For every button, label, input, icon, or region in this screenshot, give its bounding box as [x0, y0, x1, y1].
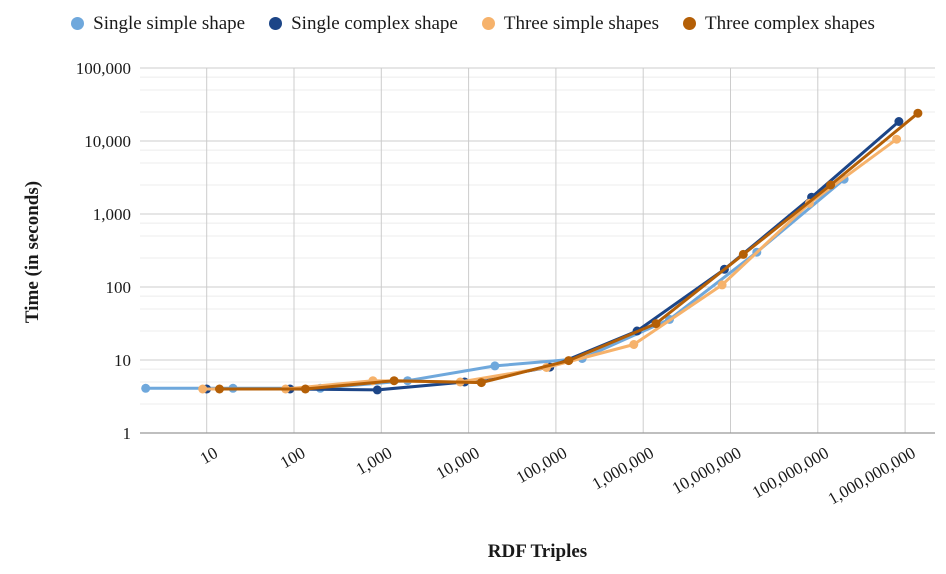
y-tick-label: 10,000	[84, 131, 131, 151]
legend-item-single-simple-shape: Single simple shape	[71, 14, 245, 33]
series-line-single-simple-shape	[144, 177, 846, 390]
chart-legend: Single simple shape Single complex shape…	[0, 8, 946, 38]
data-point-three-complex-shapes	[738, 249, 748, 259]
data-point-three-complex-shapes	[826, 180, 836, 190]
legend-dot-single-complex-shape	[269, 16, 283, 30]
legend-dot-three-complex-shapes	[682, 16, 696, 30]
data-point-three-complex-shapes	[651, 319, 661, 329]
data-point-single-simple-shape	[490, 361, 500, 371]
legend-item-three-complex-shapes: Three complex shapes	[682, 12, 875, 34]
x-axis-title: RDF Triples	[487, 541, 588, 562]
data-point-single-simple-shape	[141, 383, 151, 393]
legend-item-three-simple-shapes: Three simple shapes	[481, 12, 659, 34]
data-point-three-complex-shapes	[215, 384, 224, 394]
legend-dot-single-simple-shape	[71, 16, 85, 30]
series-line-three-simple-shapes	[201, 137, 899, 391]
data-point-three-complex-shapes	[913, 108, 923, 118]
y-tick-label: 1,000	[92, 204, 131, 224]
data-point-three-complex-shapes	[300, 384, 310, 394]
legend-label: Three simple shapes	[503, 12, 659, 34]
data-point-three-simple-shapes	[629, 340, 639, 349]
legend-dot-three-simple-shapes	[481, 16, 495, 30]
y-tick-label: 1	[122, 423, 132, 443]
data-point-three-simple-shapes	[717, 280, 727, 290]
data-point-single-complex-shape	[894, 117, 904, 126]
data-point-three-simple-shapes	[198, 384, 208, 394]
y-tick-label: 100,000	[75, 58, 131, 78]
series-line-single-complex-shape	[205, 120, 901, 392]
legend-label: Three complex shapes	[704, 12, 875, 34]
legend-label: Single simple shape	[93, 12, 246, 34]
data-point-three-complex-shapes	[389, 376, 399, 386]
data-point-single-complex-shape	[372, 385, 382, 395]
legend-item-single-complex-shape: Single complex shape	[269, 14, 458, 33]
y-tick-label: 10	[114, 350, 131, 370]
y-tick-label: 100	[105, 277, 132, 297]
data-point-three-complex-shapes	[564, 356, 574, 366]
data-point-three-simple-shapes	[892, 134, 902, 144]
y-axis-title: Time (in seconds)	[22, 180, 43, 324]
data-point-three-complex-shapes	[476, 378, 486, 388]
series-line-three-complex-shapes	[218, 111, 920, 391]
legend-label: Single complex shape	[291, 12, 458, 34]
